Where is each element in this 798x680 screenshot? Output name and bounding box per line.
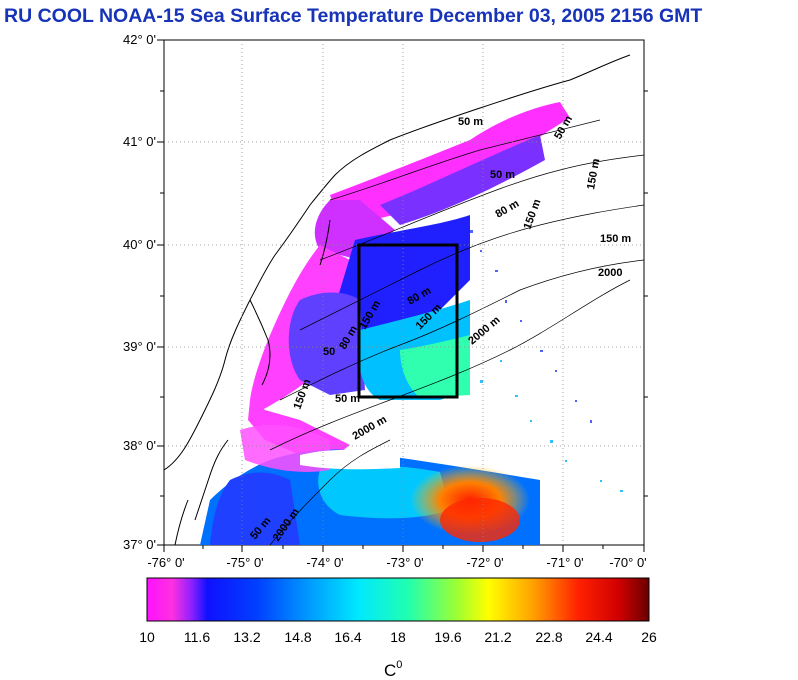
lon-label: -74° 0' xyxy=(306,555,343,570)
depth-label: 2000 xyxy=(598,267,622,279)
colorbar-tick: 18 xyxy=(390,629,406,645)
colorbar-ticks: 10 11.6 13.2 14.8 16.4 18 19.6 21.2 22.8… xyxy=(139,629,657,645)
lon-label: -75° 0' xyxy=(226,555,263,570)
depth-label: 50 xyxy=(323,346,335,358)
coastline xyxy=(164,54,631,545)
lat-label: 38° 0' xyxy=(123,438,156,453)
lat-label: 40° 0' xyxy=(123,237,156,252)
lon-label: -70° 0' xyxy=(609,555,646,570)
lon-label: -72° 0' xyxy=(466,555,503,570)
depth-label: 150 m xyxy=(600,233,631,245)
sst-field xyxy=(164,54,644,545)
lat-label: 37° 0' xyxy=(123,537,156,552)
axis-ticks xyxy=(157,39,648,552)
colorbar-tick: 16.4 xyxy=(334,629,361,645)
colorbar-tick: 10 xyxy=(139,629,155,645)
lon-label: -73° 0' xyxy=(386,555,423,570)
colorbar-tick: 14.8 xyxy=(284,629,311,645)
lat-label: 39° 0' xyxy=(123,339,156,354)
depth-label: 50 m xyxy=(335,393,360,405)
chart-title: RU COOL NOAA-15 Sea Surface Temperature … xyxy=(4,5,703,27)
longitude-labels: -76° 0' -75° 0' -74° 0' -73° 0' -72° 0' … xyxy=(147,555,646,570)
study-box xyxy=(357,243,459,399)
lon-label: -76° 0' xyxy=(147,555,184,570)
lat-label: 42° 0' xyxy=(123,32,156,47)
latitude-labels: 42° 0' 41° 0' 40° 0' 39° 0' 38° 0' 37° 0… xyxy=(123,32,156,552)
colorbar-unit: C0 xyxy=(384,659,402,680)
colorbar-tick: 19.6 xyxy=(434,629,461,645)
colorbar-tick: 24.4 xyxy=(585,629,612,645)
colorbar-tick: 13.2 xyxy=(233,629,260,645)
colorbar xyxy=(146,577,650,622)
colorbar-tick: 22.8 xyxy=(535,629,562,645)
depth-label: 50 m xyxy=(458,116,483,128)
colorbar-tick: 26 xyxy=(641,629,657,645)
depth-label: 150 m xyxy=(585,158,602,191)
depth-label: 50 m xyxy=(490,169,515,181)
unit-base: C xyxy=(384,661,396,680)
lat-label: 41° 0' xyxy=(123,134,156,149)
colorbar-tick: 21.2 xyxy=(484,629,511,645)
unit-superscript: 0 xyxy=(396,659,402,671)
lon-label: -71° 0' xyxy=(546,555,583,570)
bathymetry-contours xyxy=(269,119,644,545)
colorbar-tick: 11.6 xyxy=(184,629,210,645)
